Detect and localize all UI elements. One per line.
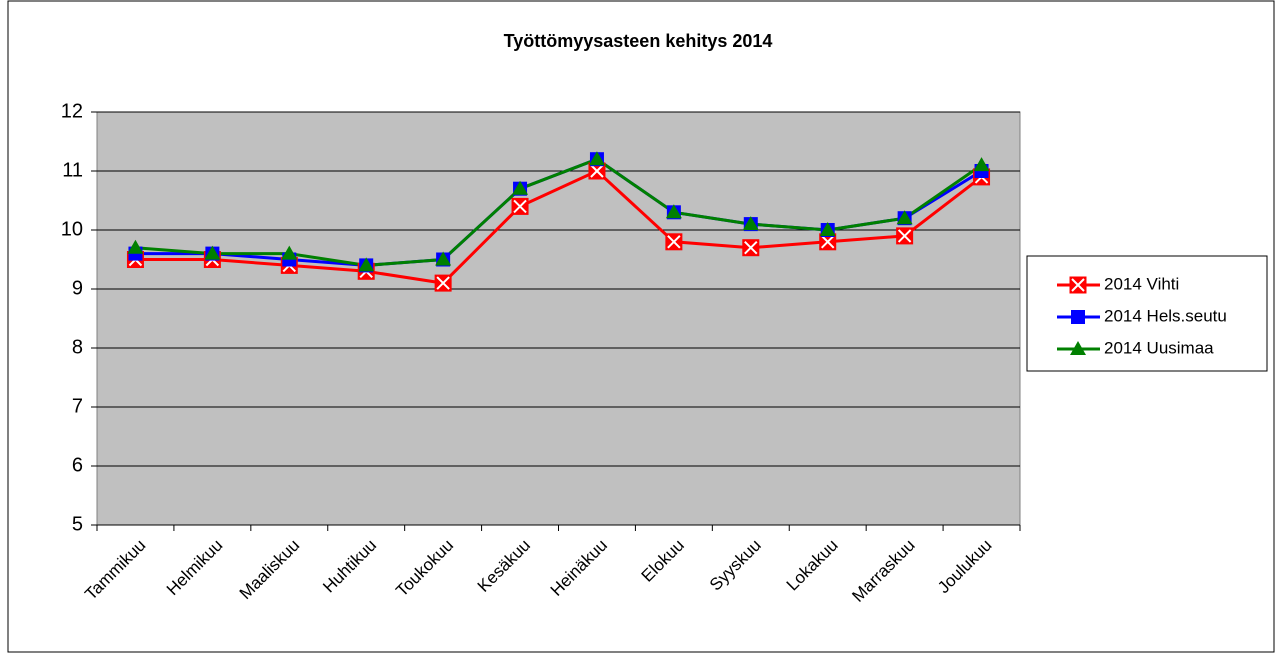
marker [358,257,375,272]
marker [1069,276,1087,294]
marker-triangle [973,157,990,172]
marker-triangle [512,180,529,195]
marker [512,180,529,195]
marker-triangle [1070,341,1086,355]
marker [127,239,144,254]
marker [435,251,452,266]
y-tick-label: 9 [72,277,83,299]
marker-triangle [204,245,221,260]
marker [511,197,529,215]
marker-cross [667,235,681,249]
marker-triangle [281,245,298,260]
y-tick-label: 8 [72,336,83,358]
plot-area [96,111,1021,526]
series-line [135,157,983,267]
marker [896,227,914,245]
marker [1071,310,1085,324]
marker-triangle [127,239,144,254]
marker-triangle [588,151,605,166]
marker-cross [436,276,450,290]
marker [973,157,990,172]
chart-title: Työttömyysasteen kehitys 2014 [504,31,773,51]
marker-triangle [819,222,836,236]
marker-cross [821,235,835,249]
marker-triangle [358,257,375,272]
series-line [135,169,983,285]
marker-triangle [435,251,452,266]
marker [665,233,683,251]
marker-cross [513,199,527,214]
marker [588,151,605,166]
y-tick-label: 10 [61,218,83,240]
legend-label: 2014 Hels.seutu [1104,306,1227,325]
marker [281,245,298,260]
marker [742,239,760,257]
marker-cross [590,164,604,178]
marker-cross [897,229,912,243]
legend-label: 2014 Uusimaa [1104,338,1214,357]
marker [434,274,452,292]
marker-triangle [665,204,682,219]
y-tick-label: 6 [72,454,83,476]
marker [742,216,759,231]
marker-cross [1071,278,1085,292]
marker [896,210,913,225]
y-tick-label: 11 [62,159,83,181]
marker [665,204,682,219]
marker-triangle [742,216,759,231]
legend-label: 2014 Vihti [1104,274,1179,293]
legend [1026,255,1268,372]
marker [1070,341,1086,355]
marker-triangle [896,210,913,225]
y-tick-label: 5 [72,513,83,535]
marker [204,245,221,260]
marker-cross [744,240,758,255]
marker-box [1071,310,1085,324]
marker [819,222,836,236]
y-tick-label: 12 [61,100,83,122]
y-tick-label: 7 [72,395,83,417]
